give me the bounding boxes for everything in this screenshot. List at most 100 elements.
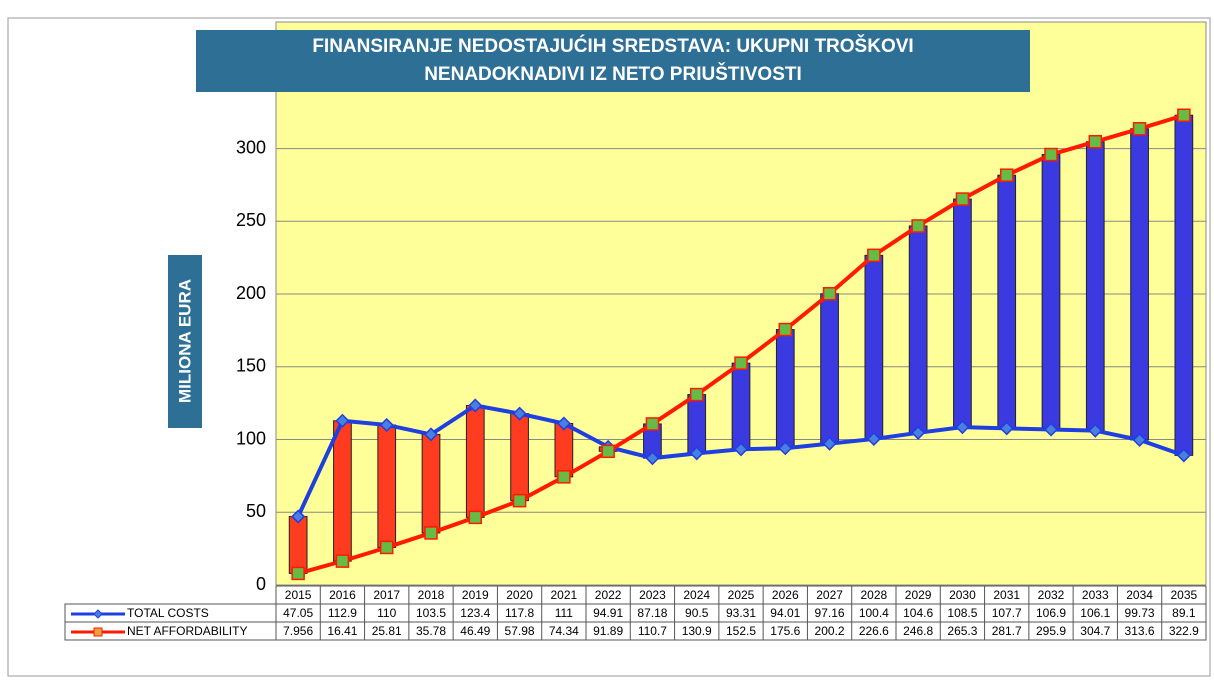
y-axis-label: MILIONA EURA	[175, 279, 194, 403]
gap-bar	[1130, 128, 1149, 441]
gap-bar	[953, 198, 972, 428]
y-tick-label: 200	[236, 283, 266, 303]
table-value: 90.5	[685, 606, 709, 620]
cost-marker	[468, 398, 483, 413]
affordability-marker	[999, 168, 1014, 182]
x-tick-label: 2028	[861, 588, 888, 602]
gap-bar	[908, 225, 928, 434]
affordability-marker	[424, 526, 438, 540]
x-tick-label: 2035	[1171, 588, 1198, 602]
cost-marker	[556, 416, 571, 431]
table-value: 46.49	[460, 624, 490, 638]
affordability-marker	[557, 470, 571, 484]
table-value: 265.3	[947, 624, 977, 638]
table-value: 25.81	[372, 624, 402, 638]
table-value: 226.6	[859, 624, 889, 638]
table-value: 7.956	[283, 624, 313, 638]
y-tick-label: 300	[236, 137, 266, 157]
affordability-marker	[822, 287, 837, 301]
affordability-marker	[645, 417, 660, 431]
gap-bar	[333, 420, 352, 562]
table-value: 47.05	[283, 606, 313, 620]
cost-marker	[335, 413, 350, 428]
gap-bar	[687, 394, 707, 454]
cost-marker	[733, 442, 749, 457]
x-tick-label: 2031	[993, 588, 1020, 602]
cost-marker	[778, 441, 793, 456]
cost-marker	[1176, 448, 1191, 463]
gap-bar	[1041, 154, 1061, 430]
affordability-marker	[1132, 122, 1147, 136]
gap-bar	[1174, 114, 1194, 456]
x-tick-label: 2022	[595, 588, 622, 602]
x-tick-label: 2034	[1126, 588, 1153, 602]
legend-marker	[93, 609, 103, 619]
table-value: 89.1	[1172, 606, 1196, 620]
table-value: 111	[555, 606, 574, 620]
table-value: 246.8	[903, 624, 933, 638]
table-value: 112.9	[328, 606, 357, 620]
affordability-marker	[379, 540, 394, 555]
table-value: 93.31	[726, 606, 756, 620]
x-tick-label: 2018	[418, 588, 445, 602]
y-label-box	[168, 255, 202, 428]
table-value: 35.78	[416, 624, 446, 638]
affordability-marker	[468, 510, 483, 525]
x-tick-label: 2015	[285, 588, 312, 602]
cost-marker	[512, 406, 527, 421]
affordability-marker	[955, 192, 970, 206]
table-value: 107.7	[992, 606, 1022, 620]
table-value: 87.18	[637, 606, 667, 620]
cost-marker	[291, 509, 306, 524]
x-tick-label: 2030	[949, 588, 976, 602]
cost-marker	[645, 451, 660, 466]
x-tick-label: 2032	[1038, 588, 1065, 602]
affordability-marker	[778, 322, 793, 337]
title-box	[196, 30, 1030, 92]
table-value: 304.7	[1080, 624, 1110, 638]
table-value: 74.34	[549, 624, 579, 638]
y-tick-label: 50	[246, 501, 266, 521]
affordability-marker	[1177, 108, 1191, 123]
legend-label: NET AFFORDABILITY	[127, 624, 247, 638]
affordability-marker	[291, 566, 305, 581]
table-value: 110	[377, 606, 396, 620]
table-value: 313.6	[1125, 624, 1155, 638]
affordability-marker	[689, 387, 704, 402]
affordability-marker	[911, 219, 925, 233]
table-value: 104.6	[903, 606, 933, 620]
table-value: 94.91	[593, 606, 623, 620]
x-tick-label: 2026	[772, 588, 799, 602]
table-value: 106.9	[1036, 606, 1066, 620]
gap-bar	[864, 254, 884, 440]
x-tick-label: 2016	[329, 588, 356, 602]
x-tick-label: 2024	[683, 588, 710, 602]
table-value: 94.01	[770, 606, 800, 620]
table-value: 175.6	[770, 624, 800, 638]
cost-marker	[1088, 423, 1103, 438]
legend-marker	[93, 627, 103, 637]
y-tick-label: 0	[256, 574, 266, 594]
cost-marker	[866, 431, 881, 447]
gap-bar	[554, 423, 574, 478]
cost-marker	[911, 425, 926, 440]
cost-marker	[999, 421, 1014, 436]
table-value: 117.8	[505, 606, 534, 620]
x-tick-label: 2025	[728, 588, 755, 602]
table-value: 322.9	[1169, 624, 1199, 638]
table-value: 123.4	[460, 606, 490, 620]
x-tick-label: 2019	[462, 588, 489, 602]
x-tick-label: 2020	[506, 588, 533, 602]
table-value: 103.5	[416, 606, 446, 620]
affordability-marker	[512, 493, 527, 508]
gap-bar	[465, 404, 485, 518]
table-value: 110.7	[638, 624, 667, 638]
gap-bar	[377, 424, 397, 548]
gap-bar	[1085, 141, 1105, 432]
y-tick-label: 150	[236, 356, 266, 376]
affordability-marker	[335, 554, 350, 568]
chart-title: FINANSIRANJE NEDOSTAJUĆIH SREDSTAVA: UKU…	[312, 35, 913, 85]
table-value: 281.7	[992, 624, 1022, 638]
table-value: 91.89	[593, 624, 623, 638]
